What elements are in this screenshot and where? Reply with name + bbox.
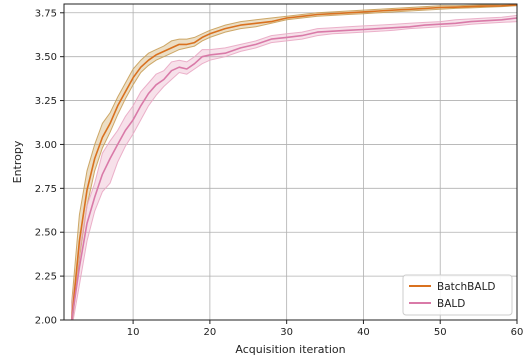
plot-frame <box>63 3 518 321</box>
series-lines <box>70 4 517 320</box>
y-axis-title: Entropy <box>11 140 24 183</box>
y-tick-label: 2.25 <box>35 272 57 283</box>
y-axis-ticks: 2.00 2.25 2.50 2.75 3.00 3.25 3.50 3.75 <box>35 8 64 327</box>
x-tick-label: 30 <box>280 327 293 338</box>
x-tick-label: 20 <box>204 327 217 338</box>
legend: BatchBALD BALD <box>402 274 513 316</box>
batchbald-line <box>70 4 517 320</box>
y-tick-label: 3.50 <box>35 52 57 63</box>
bald-confidence-band <box>71 14 517 320</box>
y-tick-label: 3.25 <box>35 96 57 107</box>
batchbald-legend-label: BatchBALD <box>437 281 496 293</box>
x-tick-label: 60 <box>511 327 524 338</box>
y-tick-label: 2.00 <box>35 316 57 327</box>
bald-legend-label: BALD <box>437 298 465 310</box>
x-tick-label: 50 <box>434 327 447 338</box>
bald-line <box>70 17 517 320</box>
y-tick-label: 2.75 <box>35 184 57 195</box>
y-tick-label: 2.50 <box>35 228 57 239</box>
x-tick-label: 40 <box>357 327 370 338</box>
x-tick-label: 10 <box>127 327 140 338</box>
x-axis-title: Acquisition iteration <box>235 343 345 356</box>
x-axis-ticks: 10 20 30 40 50 60 <box>127 320 524 338</box>
y-tick-label: 3.00 <box>35 140 57 151</box>
grid <box>64 4 518 321</box>
batchbald-confidence-band <box>71 4 517 320</box>
y-tick-label: 3.75 <box>35 8 57 19</box>
confidence-bands <box>71 4 517 320</box>
